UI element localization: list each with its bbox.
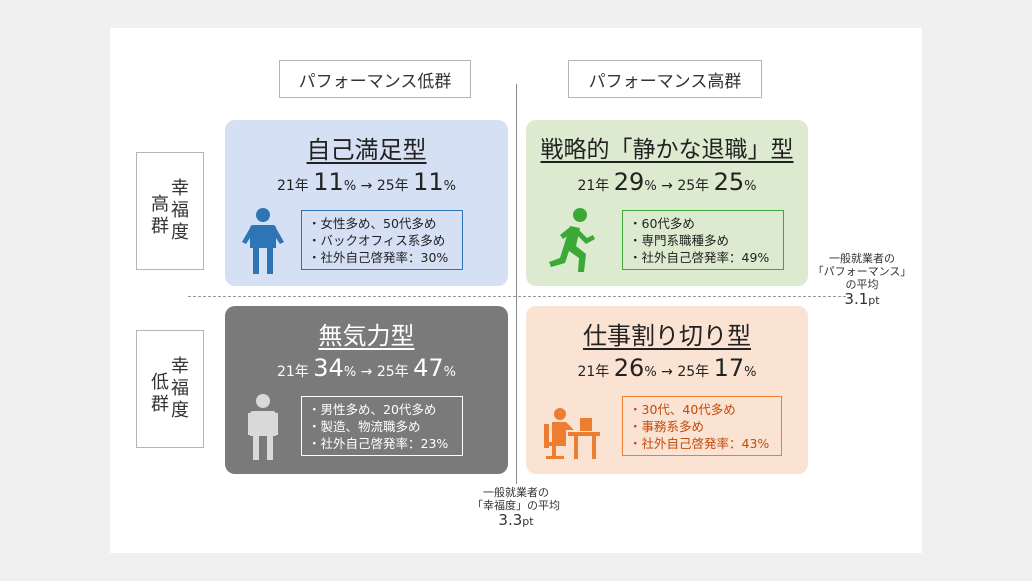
quadrant-title: 仕事割り切り型 [583, 322, 751, 350]
note-value-number: 3.3 [498, 511, 523, 529]
happiness-average-note: 一般就業者の 「幸福度」の平均 3.3pt [458, 486, 574, 528]
quadrant-info-box: ・男性多め、20代多め ・製造、物流職多め ・社外自己啓発率：23% [301, 396, 463, 456]
note-value: 3.3pt [458, 511, 574, 529]
info-bullet: ・製造、物流職多め [308, 419, 421, 434]
col-header-low-label: パフォーマンス低群 [298, 71, 452, 92]
quadrant-work-detached: 仕事割り切り型 21年 26% → 25年 17% ・30代、40代多め ・事務… [526, 306, 808, 474]
rate-unit-25: % [443, 179, 456, 194]
rate-value-21: 29 [613, 168, 645, 196]
info-bullet: ・30代、40代多め [629, 402, 736, 417]
row-header-high-group-2: 群 [151, 216, 169, 237]
note-line: 「パフォーマンス」 [812, 265, 912, 278]
horizontal-axis-line [188, 296, 846, 297]
desk-worker-icon [544, 408, 600, 459]
rate-arrow: → [661, 178, 673, 194]
info-bullet: ・社外自己啓発率：43% [629, 436, 770, 451]
rate-year-21: 21年 [577, 178, 610, 194]
info-bullet: ・60代多め [629, 216, 695, 231]
row-header-high-label-1: 幸 [171, 178, 189, 199]
info-bullet: ・社外自己啓発率：30% [308, 250, 449, 265]
performance-average-note: 一般就業者の 「パフォーマンス」 の平均 3.1pt [808, 252, 916, 307]
rate-value-21: 26 [613, 354, 645, 382]
info-bullet: ・女性多め、50代多め [308, 216, 437, 231]
row-header-low-label-3: 度 [171, 400, 189, 421]
rate-value-21: 11 [313, 168, 344, 196]
quadrant-self-satisfied: 自己満足型 21年 11% → 25年 11% ・女性多め、50代多め ・バック… [225, 120, 508, 286]
quadrant-apathetic: 無気力型 21年 34% → 25年 47% ・男性多め、20代多め ・製造、物… [225, 306, 508, 474]
note-value-unit: pt [868, 294, 880, 307]
standing-person-icon [248, 394, 278, 460]
rate-year-25: 25年 [376, 178, 409, 194]
quadrant-info-box: ・女性多め、50代多め ・バックオフィス系多め ・社外自己啓発率：30% [301, 210, 463, 270]
rate-year-25: 25年 [376, 364, 409, 380]
quadrant-quiet-quitting: 戦略的「静かな退職」型 21年 29% → 25年 25% ・60代多め ・専門… [526, 120, 808, 286]
rate-unit-21: % [644, 179, 657, 194]
row-header-high-label: 幸 福 度 [171, 178, 189, 244]
rate-year-21: 21年 [577, 364, 610, 380]
person-shrug-icon [242, 208, 284, 274]
col-header-high-label: パフォーマンス高群 [588, 71, 742, 92]
info-bullet: ・事務系多め [629, 419, 705, 434]
note-value-unit: pt [522, 515, 534, 528]
info-bullet: ・社外自己啓発率：49% [629, 250, 770, 265]
col-header-low-performance: パフォーマンス低群 [279, 60, 471, 98]
quadrant-rate: 21年 29% → 25年 25% [526, 168, 808, 196]
rate-value-25: 17 [713, 354, 745, 382]
quadrant-title: 戦略的「静かな退職」型 [540, 137, 794, 163]
note-line: 一般就業者の [829, 252, 895, 265]
row-header-low-happiness: 幸 福 度 低 群 [136, 330, 204, 448]
row-header-low-group-2: 群 [151, 394, 169, 415]
rate-year-21: 21年 [276, 364, 309, 380]
row-header-low-label-1: 幸 [171, 356, 189, 377]
rate-arrow: → [360, 178, 373, 194]
info-bullet: ・社外自己啓発率：23% [308, 436, 449, 451]
rate-year-21: 21年 [276, 178, 309, 194]
quadrant-rate: 21年 34% → 25年 47% [225, 354, 508, 382]
col-header-high-performance: パフォーマンス高群 [568, 60, 762, 98]
row-header-high-label-3: 度 [171, 222, 189, 243]
note-value: 3.1pt [808, 290, 916, 308]
quadrant-title: 自己満足型 [306, 136, 427, 164]
quadrant-rate: 21年 26% → 25年 17% [526, 354, 808, 382]
quadrant-info-box: ・60代多め ・専門系職種多め ・社外自己啓発率：49% [622, 210, 784, 270]
rate-unit-25: % [443, 365, 456, 380]
rate-value-25: 11 [413, 168, 444, 196]
info-bullet: ・専門系職種多め [629, 233, 730, 248]
row-header-high-group-1: 高 [151, 194, 169, 215]
rate-unit-21: % [343, 365, 357, 380]
row-header-high-group: 高 群 [151, 194, 169, 238]
rate-value-25: 47 [413, 354, 444, 382]
info-bullet: ・男性多め、20代多め [308, 402, 437, 417]
rate-unit-21: % [644, 365, 657, 380]
row-header-low-label-2: 福 [171, 378, 189, 399]
quadrant-rate: 21年 11% → 25年 11% [225, 168, 508, 196]
note-line: 一般就業者の [483, 486, 549, 499]
info-bullet: ・バックオフィス系多め [308, 233, 446, 248]
quadrant-title: 無気力型 [318, 322, 415, 350]
vertical-axis-line [516, 84, 517, 484]
rate-year-25: 25年 [677, 364, 710, 380]
row-header-high-label-2: 福 [171, 200, 189, 221]
rate-unit-21: % [343, 179, 357, 194]
rate-year-25: 25年 [677, 178, 710, 194]
note-value-number: 3.1 [844, 290, 869, 308]
rate-value-25: 25 [713, 168, 745, 196]
row-header-low-group-1: 低 [151, 372, 169, 393]
rate-value-21: 34 [313, 354, 344, 382]
row-header-low-group: 低 群 [151, 372, 169, 416]
rate-unit-25: % [744, 179, 757, 194]
row-header-low-label: 幸 福 度 [171, 356, 189, 422]
note-line: 「幸福度」の平均 [472, 499, 560, 512]
rate-arrow: → [360, 364, 373, 380]
rate-unit-25: % [744, 365, 757, 380]
note-line: の平均 [845, 278, 879, 291]
running-person-icon [549, 208, 595, 272]
row-header-high-happiness: 幸 福 度 高 群 [136, 152, 204, 270]
rate-arrow: → [661, 364, 673, 380]
quadrant-info-box: ・30代、40代多め ・事務系多め ・社外自己啓発率：43% [622, 396, 782, 456]
